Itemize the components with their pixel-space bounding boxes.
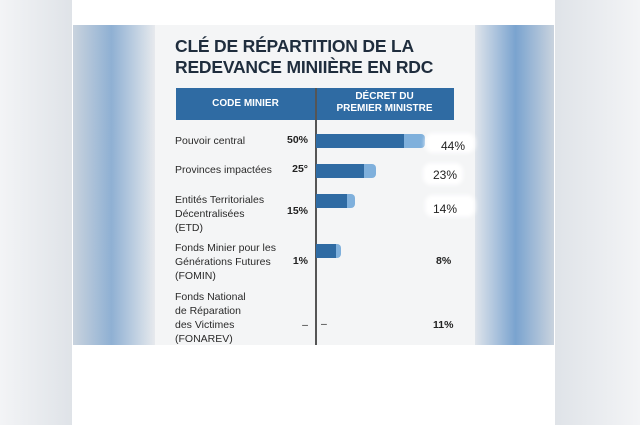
infographic: CLÉ DE RÉPARTITION DE LA REDEVANCE MINII… — [155, 25, 475, 345]
code-minier-value: 50% — [286, 134, 308, 146]
decret-bar-fill — [316, 164, 365, 178]
decret-value: 23% — [433, 168, 458, 182]
blurred-background-left — [0, 0, 72, 425]
code-minier-value: – — [302, 319, 308, 331]
label-line: Générations Futures — [175, 256, 271, 268]
row-label: Pouvoir central — [175, 134, 245, 148]
title-line-1: CLÉ DE RÉPARTITION DE LA — [175, 36, 414, 56]
label-line: Fonds National — [175, 291, 246, 303]
row-label: Entités Territoriales Décentralisées (ETD) — [175, 193, 264, 235]
label-line: (FOMIN) — [175, 270, 216, 282]
decret-value: 44% — [441, 139, 466, 153]
post-card: CLÉ DE RÉPARTITION DE LA REDEVANCE MINII… — [72, 0, 555, 425]
header-decret-line1: DÉCRET DU — [355, 91, 414, 102]
label-line: Pouvoir central — [175, 135, 246, 147]
title-line-2: REDEVANCE MINIIÈRE EN RDC — [175, 57, 434, 77]
decret-bar — [316, 164, 377, 178]
row-label: Fonds National de Réparation des Victimes (… — [175, 290, 246, 345]
infographic-image[interactable]: CLÉ DE RÉPARTITION DE LA REDEVANCE MINII… — [73, 25, 554, 345]
decret-bar-fill — [316, 244, 336, 258]
decret-value: 14% — [433, 202, 458, 216]
label-line: des Victimes — [175, 319, 235, 331]
decret-bar — [316, 194, 355, 208]
decret-value: 8% — [436, 255, 452, 267]
infographic-title: CLÉ DE RÉPARTITION DE LA REDEVANCE MINII… — [175, 36, 433, 78]
blurred-background-right — [554, 0, 640, 425]
label-line: Fonds Minier pour les — [175, 242, 276, 254]
column-divider — [315, 88, 317, 345]
decret-bar-fill — [316, 134, 404, 148]
white-patch — [425, 195, 475, 217]
header-decret-line2: PREMIER MINISTRE — [336, 103, 433, 114]
label-line: (FONAREV) — [175, 333, 233, 345]
row-label: Fonds Minier pour les Générations Futures… — [175, 241, 276, 283]
code-minier-value: 1% — [292, 255, 308, 267]
decret-bar — [316, 244, 341, 258]
label-line: (ETD) — [175, 222, 203, 234]
white-patch — [423, 163, 463, 185]
label-line: Entités Territoriales — [175, 194, 265, 206]
code-minier-value: 15% — [286, 205, 308, 217]
decret-bar-fill — [316, 194, 348, 208]
label-line: Provinces impactées — [175, 164, 272, 176]
header-code-minier: CODE MINIER — [212, 98, 279, 109]
decret-bar — [316, 134, 426, 148]
label-line: Décentralisées — [175, 208, 245, 220]
code-minier-value: 25° — [292, 163, 308, 175]
label-line: de Réparation — [175, 305, 241, 317]
row-label: Provinces impactées — [175, 163, 272, 177]
decret-value: 11% — [433, 319, 454, 331]
white-patch — [425, 133, 475, 153]
header-decret: DÉCRET DU PREMIER MINISTRE — [315, 91, 454, 115]
decret-dash: – — [321, 318, 327, 330]
